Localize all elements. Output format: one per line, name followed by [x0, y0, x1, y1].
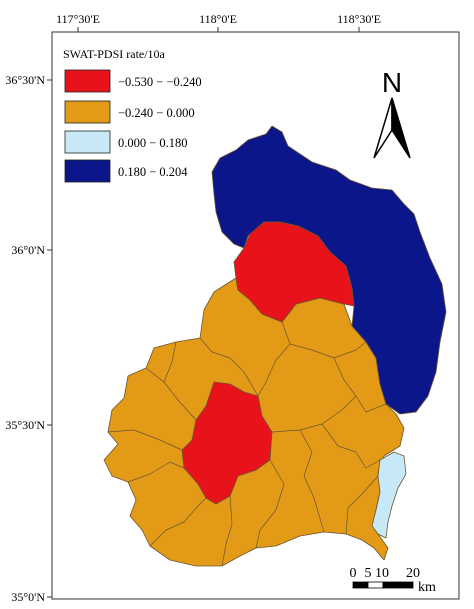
left-graticule: 36°30'N 36°0'N 35°30'N 35°0'N	[5, 73, 52, 604]
scale-tick-label: 5	[365, 566, 372, 581]
legend-item: −0.240 − 0.000	[64, 100, 195, 124]
scale-bar: 0 5 10 20 km	[350, 566, 437, 595]
north-label: N	[382, 67, 402, 98]
top-tick-label: 117°30'E	[56, 12, 100, 26]
scale-tick-label: 10	[375, 566, 389, 581]
left-tick-label: 36°30'N	[5, 73, 45, 87]
legend-item: 0.180 − 0.204	[64, 159, 188, 183]
legend-item: 0.000 − 0.180	[64, 130, 188, 154]
subbasin-boundaries	[107, 321, 387, 567]
legend-label: −0.530 − −0.240	[118, 75, 202, 89]
map-regions	[103, 125, 447, 567]
scale-tick-label: 20	[406, 566, 420, 581]
region-red-north	[233, 221, 355, 323]
left-tick-label: 36°0'N	[11, 243, 45, 257]
legend-swatch	[64, 69, 111, 93]
legend-label: 0.000 − 0.180	[118, 136, 188, 150]
north-arrow-icon: N	[373, 67, 411, 159]
top-tick-label: 118°0'E	[199, 12, 237, 26]
legend-swatch	[64, 100, 111, 124]
scale-tick-label: 0	[350, 566, 357, 581]
scale-unit: km	[418, 580, 436, 595]
legend-swatch	[64, 159, 111, 183]
top-tick-label: 118°30'E	[337, 12, 381, 26]
legend-label: −0.240 − 0.000	[118, 106, 195, 120]
left-tick-label: 35°30'N	[5, 418, 45, 432]
legend-swatch	[64, 130, 111, 154]
left-tick-label: 35°0'N	[11, 590, 45, 604]
legend: SWAT-PDSI rate/10a −0.530 − −0.240 −0.24…	[63, 47, 202, 183]
legend-title: SWAT-PDSI rate/10a	[63, 47, 166, 61]
map-frame	[51, 31, 460, 600]
legend-item: −0.530 − −0.240	[64, 69, 202, 93]
top-graticule: 117°30'E 118°0'E 118°30'E	[56, 12, 381, 32]
legend-label: 0.180 − 0.204	[118, 165, 188, 179]
region-light-blue	[371, 451, 407, 539]
